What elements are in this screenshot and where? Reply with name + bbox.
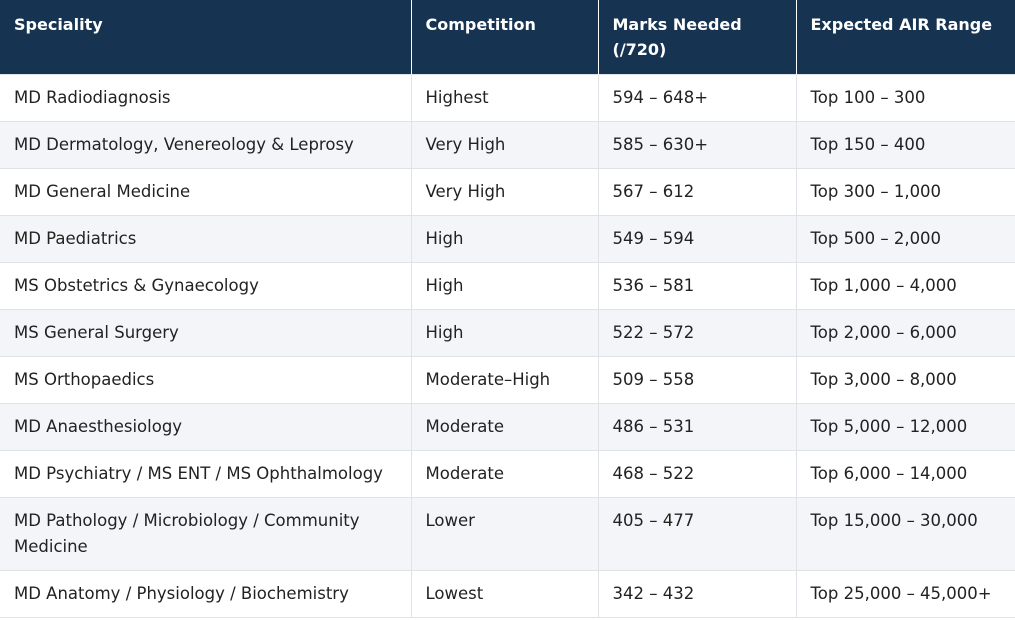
cell-air-range: Top 5,000 – 12,000	[795, 402, 1015, 450]
table-row: MD Radiodiagnosis Highest 594 – 648+ Top…	[0, 73, 1015, 121]
cell-marks: 405 – 477	[597, 496, 796, 570]
cell-speciality: MD Paediatrics	[0, 214, 411, 262]
table-row: MD Anaesthesiology Moderate 486 – 531 To…	[0, 402, 1015, 450]
cell-speciality: MS Obstetrics & Gynaecology	[0, 261, 411, 309]
table-row: MS Obstetrics & Gynaecology High 536 – 5…	[0, 261, 1015, 309]
cell-speciality: MD Pathology / Microbiology / Community …	[0, 496, 411, 570]
table-row: MS Orthopaedics Moderate–High 509 – 558 …	[0, 355, 1015, 403]
cell-speciality: MD Radiodiagnosis	[0, 73, 411, 121]
cell-competition: High	[410, 261, 598, 309]
cell-air-range: Top 500 – 2,000	[795, 214, 1015, 262]
cell-competition: Very High	[410, 167, 598, 215]
cell-marks: 468 – 522	[597, 449, 796, 497]
cell-air-range: Top 15,000 – 30,000	[795, 496, 1015, 570]
cell-speciality: MS Orthopaedics	[0, 355, 411, 403]
cell-competition: Very High	[410, 120, 598, 168]
cell-competition: High	[410, 214, 598, 262]
cell-air-range: Top 150 – 400	[795, 120, 1015, 168]
cell-speciality: MD General Medicine	[0, 167, 411, 215]
cell-marks: 522 – 572	[597, 308, 796, 356]
cell-marks: 585 – 630+	[597, 120, 796, 168]
cell-air-range: Top 6,000 – 14,000	[795, 449, 1015, 497]
cell-marks: 536 – 581	[597, 261, 796, 309]
table-row: MS General Surgery High 522 – 572 Top 2,…	[0, 308, 1015, 356]
cell-air-range: Top 25,000 – 45,000+	[795, 569, 1015, 618]
cell-air-range: Top 3,000 – 8,000	[795, 355, 1015, 403]
cell-speciality: MD Psychiatry / MS ENT / MS Ophthalmolog…	[0, 449, 411, 497]
table-row: MD Dermatology, Venereology & Leprosy Ve…	[0, 120, 1015, 168]
cell-competition: Moderate–High	[410, 355, 598, 403]
cell-marks: 567 – 612	[597, 167, 796, 215]
cell-competition: Lowest	[410, 569, 598, 618]
cell-marks: 594 – 648+	[597, 73, 796, 121]
table-row: MD Anatomy / Physiology / Biochemistry L…	[0, 569, 1015, 618]
cell-competition: Moderate	[410, 449, 598, 497]
cell-air-range: Top 300 – 1,000	[795, 167, 1015, 215]
cell-speciality: MD Dermatology, Venereology & Leprosy	[0, 120, 411, 168]
cell-speciality: MS General Surgery	[0, 308, 411, 356]
table-header: Speciality Competition Marks Needed (/72…	[0, 0, 1015, 74]
cell-marks: 549 – 594	[597, 214, 796, 262]
cell-competition: High	[410, 308, 598, 356]
cell-air-range: Top 100 – 300	[795, 73, 1015, 121]
table-row: MD Psychiatry / MS ENT / MS Ophthalmolog…	[0, 449, 1015, 497]
table-body: MD Radiodiagnosis Highest 594 – 648+ Top…	[0, 73, 1015, 618]
table-row: MD Pathology / Microbiology / Community …	[0, 496, 1015, 570]
cell-speciality: MD Anatomy / Physiology / Biochemistry	[0, 569, 411, 618]
header-competition: Competition	[410, 0, 598, 74]
header-marks-needed: Marks Needed (/720)	[597, 0, 796, 74]
header-expected-air-range: Expected AIR Range	[795, 0, 1015, 74]
cell-marks: 486 – 531	[597, 402, 796, 450]
header-speciality: Speciality	[0, 0, 411, 74]
table-row: MD Paediatrics High 549 – 594 Top 500 – …	[0, 214, 1015, 262]
cell-air-range: Top 2,000 – 6,000	[795, 308, 1015, 356]
header-row: Speciality Competition Marks Needed (/72…	[0, 0, 1015, 74]
cell-marks: 509 – 558	[597, 355, 796, 403]
table-row: MD General Medicine Very High 567 – 612 …	[0, 167, 1015, 215]
cell-competition: Moderate	[410, 402, 598, 450]
cell-competition: Lower	[410, 496, 598, 570]
cell-speciality: MD Anaesthesiology	[0, 402, 411, 450]
cell-marks: 342 – 432	[597, 569, 796, 618]
cell-air-range: Top 1,000 – 4,000	[795, 261, 1015, 309]
cell-competition: Highest	[410, 73, 598, 121]
